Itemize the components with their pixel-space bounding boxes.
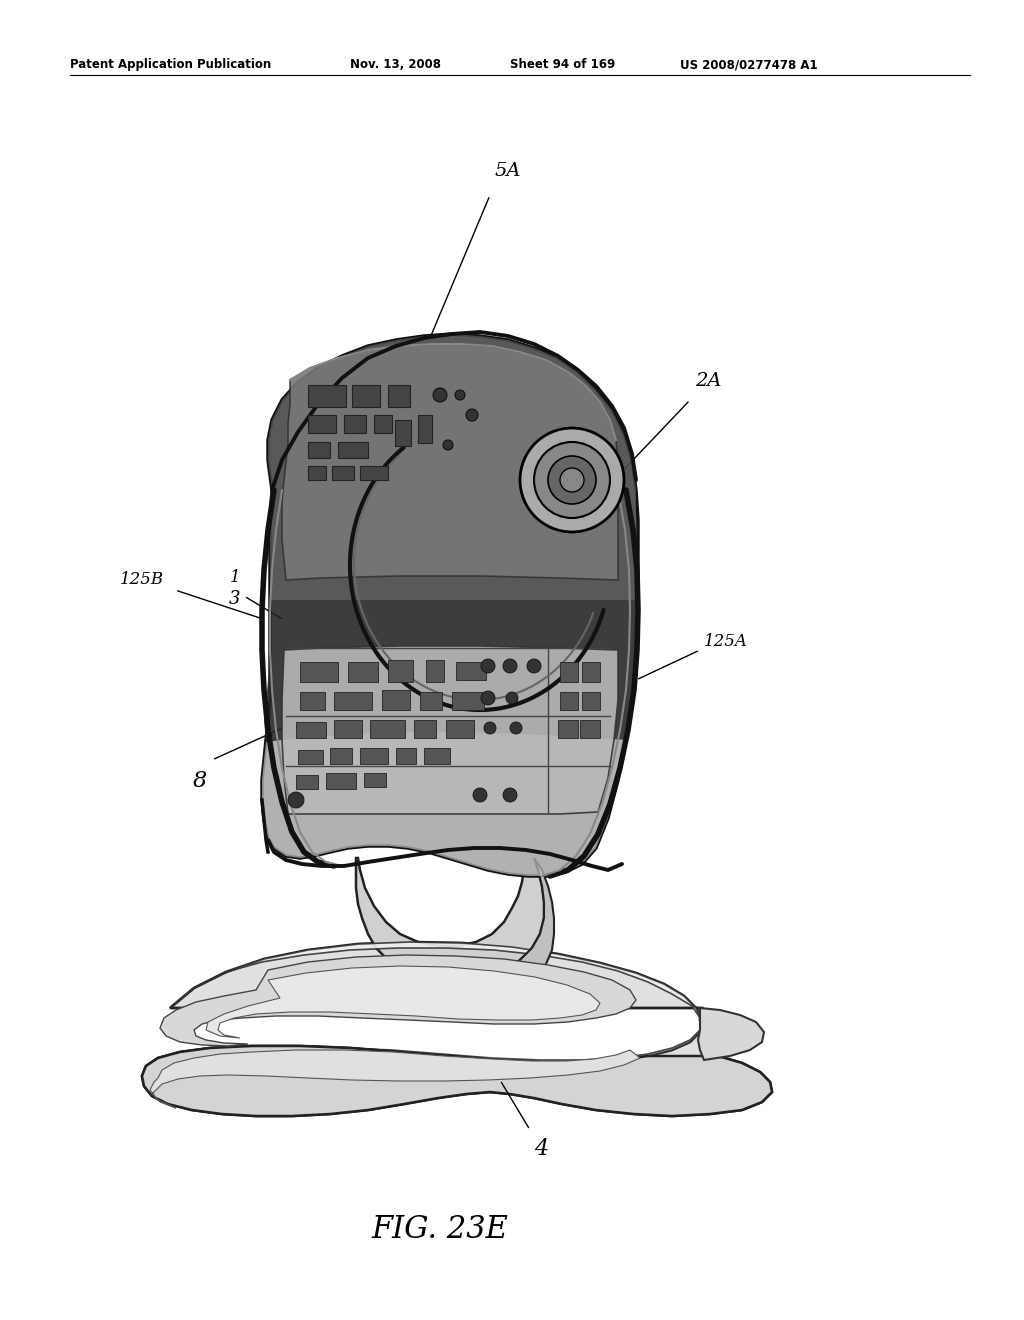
Bar (308, 414, 336, 433)
Text: 1: 1 (229, 569, 240, 586)
Circle shape (548, 455, 596, 504)
Bar (300, 663, 338, 682)
Circle shape (560, 469, 584, 492)
Bar (396, 748, 416, 764)
Bar (308, 385, 346, 407)
Polygon shape (160, 954, 636, 1045)
Circle shape (481, 659, 495, 673)
Circle shape (520, 428, 624, 532)
Circle shape (466, 409, 478, 421)
Polygon shape (142, 1045, 772, 1115)
Circle shape (534, 442, 610, 517)
Circle shape (503, 659, 517, 673)
Circle shape (527, 659, 541, 673)
Bar (418, 414, 432, 444)
Polygon shape (150, 1049, 640, 1107)
Bar (360, 748, 388, 764)
Polygon shape (142, 942, 772, 1115)
Bar (424, 748, 450, 764)
Bar (330, 748, 352, 764)
Bar (560, 692, 578, 710)
Polygon shape (490, 858, 554, 1001)
Polygon shape (268, 334, 636, 601)
Bar (332, 466, 354, 480)
Text: Sheet 94 of 169: Sheet 94 of 169 (510, 58, 615, 71)
Circle shape (506, 692, 518, 704)
Text: 125B: 125B (120, 572, 164, 589)
Bar (374, 414, 392, 433)
Circle shape (455, 389, 465, 400)
Text: 2A: 2A (695, 372, 722, 389)
Polygon shape (264, 601, 636, 742)
Polygon shape (282, 345, 618, 579)
Text: FIG. 23E: FIG. 23E (372, 1214, 509, 1246)
Bar (308, 442, 330, 458)
Circle shape (481, 690, 495, 705)
Bar (426, 660, 444, 682)
Bar (582, 663, 600, 682)
Text: Patent Application Publication: Patent Application Publication (70, 58, 271, 71)
Bar (308, 466, 326, 480)
Bar (582, 692, 600, 710)
Polygon shape (142, 942, 702, 1086)
Bar (352, 385, 380, 407)
Bar (388, 385, 410, 407)
Polygon shape (262, 733, 626, 876)
Bar (326, 774, 356, 789)
Text: 3: 3 (228, 590, 240, 609)
Bar (446, 719, 474, 738)
Text: US 2008/0277478 A1: US 2008/0277478 A1 (680, 58, 817, 71)
Bar (360, 466, 388, 480)
Bar (370, 719, 406, 738)
Circle shape (503, 788, 517, 803)
Text: Nov. 13, 2008: Nov. 13, 2008 (350, 58, 441, 71)
Bar (388, 660, 413, 682)
Circle shape (484, 722, 496, 734)
Circle shape (288, 792, 304, 808)
Bar (298, 750, 323, 764)
Bar (334, 692, 372, 710)
Bar (420, 692, 442, 710)
Polygon shape (282, 645, 618, 814)
Polygon shape (262, 334, 638, 876)
Bar (395, 420, 411, 446)
Text: 4: 4 (534, 1138, 548, 1160)
Bar (452, 692, 484, 710)
Bar (344, 414, 366, 433)
Bar (456, 663, 486, 680)
Bar (348, 663, 378, 682)
Text: 5A: 5A (495, 162, 521, 180)
Circle shape (433, 388, 447, 403)
Circle shape (510, 722, 522, 734)
Bar (560, 663, 578, 682)
Bar (296, 775, 318, 789)
Text: 8: 8 (193, 770, 207, 792)
Bar (300, 692, 325, 710)
Text: 125A: 125A (705, 634, 748, 651)
Polygon shape (698, 1008, 764, 1060)
Bar (334, 719, 362, 738)
Bar (338, 442, 368, 458)
Polygon shape (206, 966, 600, 1038)
Bar (414, 719, 436, 738)
Circle shape (443, 440, 453, 450)
Bar (580, 719, 600, 738)
Bar (364, 774, 386, 787)
Bar (296, 722, 326, 738)
Circle shape (473, 788, 487, 803)
Bar (558, 719, 578, 738)
Bar (382, 690, 410, 710)
Polygon shape (356, 858, 544, 983)
